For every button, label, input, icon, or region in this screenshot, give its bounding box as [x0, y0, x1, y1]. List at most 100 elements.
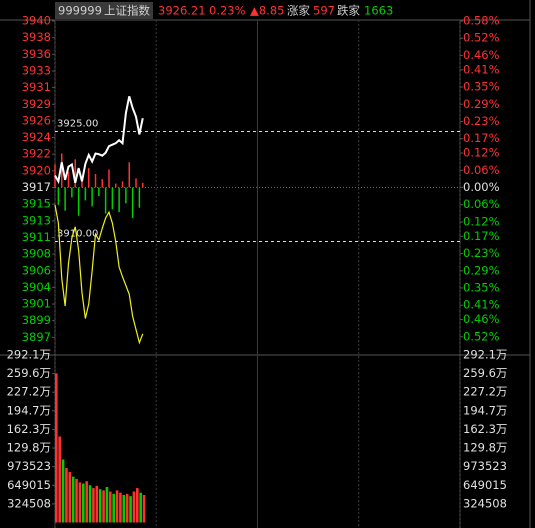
y-tick-label: 3908 — [22, 247, 51, 261]
strength-bar — [138, 187, 141, 208]
y2-tick-label: 259.6万 — [463, 366, 507, 380]
volume-bar — [132, 491, 136, 523]
strength-bar — [135, 178, 137, 188]
y-tick-label: 649015 — [7, 478, 51, 492]
y2-tick-label: 292.1万 — [463, 348, 507, 362]
volume-bar — [68, 472, 72, 523]
volume-bar — [82, 483, 85, 523]
volume-bar — [98, 489, 102, 523]
volume-bar — [71, 476, 75, 523]
y2-tick-label: 649015 — [463, 478, 507, 492]
strength-bar — [115, 183, 117, 188]
y2-tick-label: 227.2万 — [463, 385, 507, 399]
y-tick-label: 292.1万 — [7, 348, 51, 362]
volume-bar — [115, 490, 119, 523]
volume-bar — [112, 493, 115, 523]
y-tick-label: 3920 — [22, 163, 51, 177]
y-tick-label: 3911 — [22, 230, 51, 244]
y-tick-label: 3936 — [22, 47, 51, 61]
strength-bar — [121, 181, 124, 188]
y2-tick-label: 0.06% — [463, 197, 500, 211]
y2-tick-label: 0.35% — [463, 280, 500, 294]
volume-bar — [139, 492, 142, 523]
y2-tick-label: 0.12% — [463, 146, 500, 160]
volume-bar — [58, 436, 61, 523]
volume-bar — [129, 496, 132, 523]
volume-bar — [65, 468, 68, 523]
y-tick-label: 3901 — [22, 297, 51, 311]
volume-bar — [122, 494, 126, 523]
volume-bar — [95, 485, 99, 523]
y-tick-label: 3915 — [22, 197, 51, 211]
volume-bar — [75, 478, 78, 523]
y2-tick-label: 0.17% — [463, 131, 500, 145]
strength-bar — [142, 182, 144, 188]
strength-bar — [128, 162, 130, 188]
change-pct: 0.23% — [209, 4, 246, 18]
y2-tick-label: 0.23% — [463, 246, 500, 260]
y-tick-label: 3940 — [22, 14, 51, 28]
volume-bar — [85, 481, 88, 523]
y2-tick-label: 973523 — [463, 459, 507, 473]
strength-bar — [98, 187, 100, 197]
y-tick-label: 3926 — [22, 113, 51, 127]
strength-bar — [57, 187, 60, 205]
strength-bar — [91, 187, 93, 207]
volume-bar — [78, 482, 82, 523]
strength-bar — [77, 187, 80, 216]
strength-bar — [111, 187, 114, 210]
volume-bar — [125, 493, 129, 523]
strength-bar — [101, 179, 103, 188]
y2-tick-label: 129.8万 — [463, 441, 507, 455]
y2-tick-label: 0.41% — [463, 62, 500, 76]
volume-bar — [102, 490, 105, 523]
stock-name: 上证指数 — [104, 4, 150, 18]
strength-bar — [71, 187, 73, 198]
strength-bar — [94, 174, 97, 188]
y2-tick-label: 0.23% — [463, 114, 500, 128]
y-tick-label: 259.6万 — [7, 366, 51, 380]
y-tick-label: 162.3万 — [7, 422, 51, 436]
strength-bar — [131, 187, 134, 219]
y-tick-label: 973523 — [7, 459, 51, 473]
down-count: 1663 — [364, 4, 393, 18]
strength-bar — [64, 187, 66, 211]
y2-tick-label: 162.3万 — [463, 422, 507, 436]
strength-bar — [104, 187, 107, 214]
price-line — [54, 204, 144, 345]
y-tick-label: 3933 — [22, 63, 51, 77]
y2-tick-label: 194.7万 — [463, 403, 507, 417]
y-tick-label: 324508 — [7, 496, 51, 510]
change: ▲8.85 — [250, 4, 284, 18]
volume-bar — [61, 459, 65, 523]
strength-bar — [88, 168, 90, 188]
strength-bar — [81, 176, 83, 188]
strength-bar — [61, 153, 63, 188]
name-box — [55, 2, 153, 19]
y-tick-label: 129.8万 — [7, 441, 51, 455]
volume-bar — [92, 488, 95, 523]
y-tick-label: 3922 — [22, 147, 51, 161]
volume-bar — [119, 492, 122, 523]
annotation-label: 3910.00 — [57, 228, 98, 239]
y2-tick-label: 0.52% — [463, 31, 500, 45]
volume-bar — [136, 488, 139, 523]
strength-bar — [108, 169, 110, 188]
y2-tick-label: 0.17% — [463, 229, 500, 243]
price: 3926.21 — [158, 4, 206, 18]
annotation-label: 3925.00 — [57, 118, 98, 129]
y2-tick-label: 0.41% — [463, 298, 500, 312]
y2-tick-label: 0.46% — [463, 48, 500, 62]
volume-bar — [55, 373, 58, 523]
y-tick-label: 227.2万 — [7, 385, 51, 399]
y-tick-label: 3938 — [22, 30, 51, 44]
price-line — [54, 95, 144, 185]
stock-code: 999999 — [58, 4, 102, 18]
y-tick-label: 3906 — [22, 263, 51, 277]
y-tick-label: 3929 — [22, 97, 51, 111]
y2-tick-label: 0.58% — [463, 14, 500, 28]
y-tick-label: 3917 — [22, 180, 51, 194]
volume-bar — [142, 494, 146, 523]
